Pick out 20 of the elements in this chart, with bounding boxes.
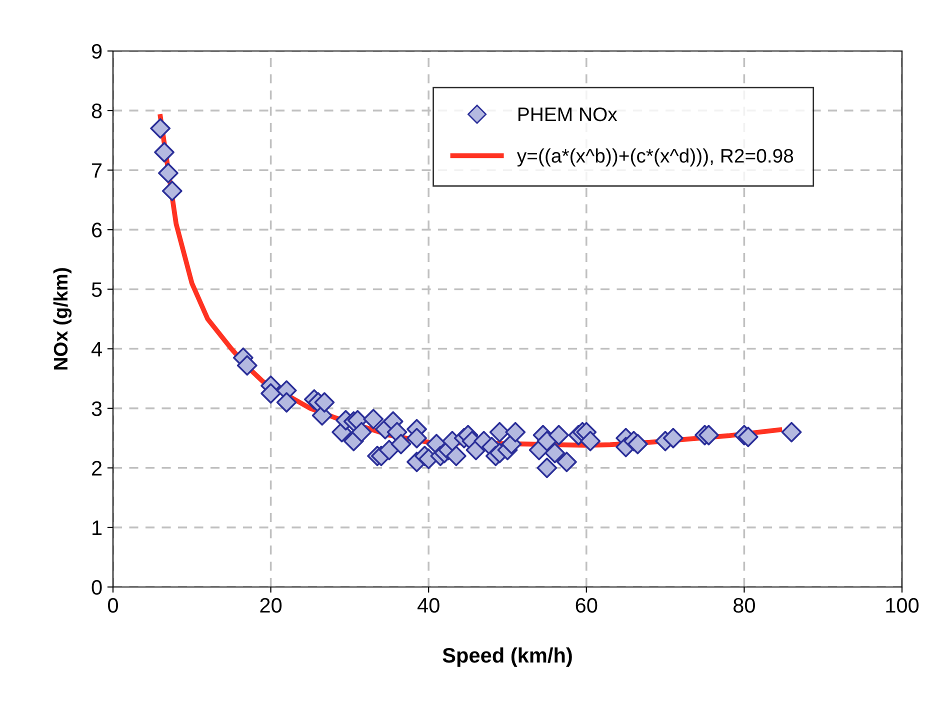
y-tick-label: 6 [92,222,102,238]
y-tick-label: 5 [92,282,102,297]
legend-label: PHEM NOx [518,107,618,122]
y-tick-label: 4 [91,342,102,356]
x-tick-label: 20 [260,598,282,613]
x-axis-title: Speed (km/h) [442,647,572,667]
legend-label: y=((a*(x^b))+(c*(x^d))), R2=0.98 [516,148,794,167]
y-axis-title: NOx (g/km) [53,268,72,370]
y-tick-label: 0 [92,580,102,595]
x-tick-label: 100 [886,598,919,613]
y-tick-label: 3 [92,401,102,416]
y-tick-label: 7 [92,163,102,178]
x-tick-label: 60 [576,598,598,613]
x-tick-label: 40 [417,598,440,613]
y-tick-label: 1 [92,520,102,535]
x-tick-label: 0 [108,598,118,613]
y-tick-label: 9 [92,44,102,59]
x-tick-label: 80 [734,598,755,613]
y-tick-label: 2 [92,460,102,476]
y-tick-label: 8 [92,104,102,118]
